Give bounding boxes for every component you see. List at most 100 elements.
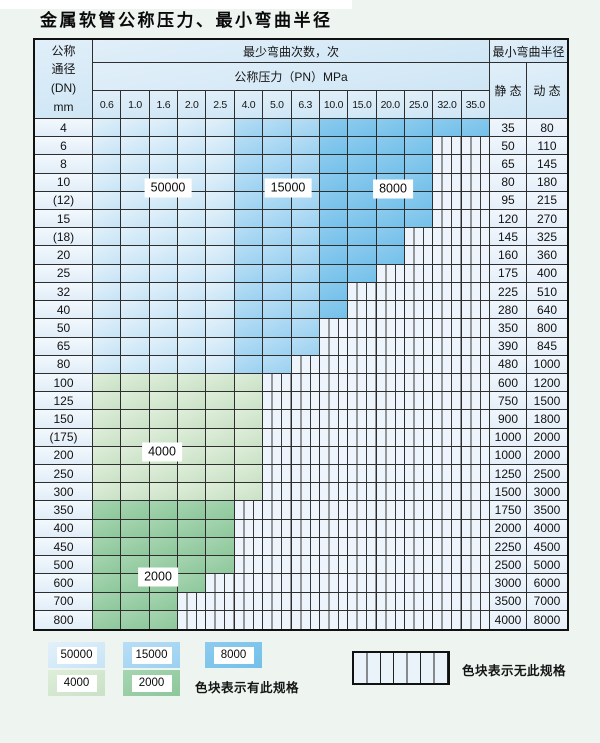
spec-cell-available [178,337,207,356]
spec-cell-available [93,246,122,265]
dn-cell: 65 [35,337,93,356]
spec-cell-available [178,465,207,484]
static-radius-cell: 3000 [490,574,527,593]
spec-cell-empty [433,392,462,411]
spec-cell-empty [291,465,320,484]
spec-cell-available [348,210,377,229]
spec-cell-empty [404,519,434,538]
nominal-pressure-header: 公称压力（PN）MPa [93,63,490,91]
spec-cell-available [234,264,264,283]
spec-cell-available [93,428,122,447]
spec-cell-available [319,191,349,211]
spec-cell-empty [404,282,434,302]
spec-cell-available [121,465,150,484]
spec-cell-available [291,319,320,338]
dynamic-radius-cell: 640 [527,301,567,320]
pressure-tick: 25.0 [404,91,434,119]
spec-cell-empty [433,337,462,356]
legend-swatch-label: 50000 [56,646,97,664]
spec-cell-available [348,264,377,283]
spec-cell-empty [348,574,377,593]
spec-cell-available [206,301,235,320]
spec-cell-available [149,501,179,520]
spec-cell-empty [376,519,405,538]
spec-cell-empty [319,410,349,429]
dynamic-radius-cell: 4000 [527,519,567,538]
spec-cell-available [206,519,235,538]
spec-cell-available [234,355,264,374]
pressure-tick: 0.6 [93,91,122,119]
spec-cell-empty [461,410,490,429]
spec-cell-available [93,210,122,229]
dynamic-radius-cell: 1200 [527,373,567,393]
spec-cell-empty [348,592,377,611]
spec-cell-available [404,119,434,138]
spec-cell-empty [376,264,405,283]
spec-cell-available [149,246,179,265]
spec-cell-empty [291,483,320,502]
spec-cell-empty [291,373,320,393]
dynamic-radius-cell: 8000 [527,610,567,629]
spec-cell-available [93,337,122,356]
spec-cell-empty [348,483,377,502]
spec-cell-empty [461,246,490,265]
spec-cell-empty [348,282,377,302]
spec-cell-available [206,137,235,156]
cycle-count-label: 8000 [373,179,413,199]
spec-cell-available [93,610,122,629]
spec-cell-available [149,319,179,338]
spec-cell-available [234,210,264,229]
spec-cell-available [263,282,292,302]
spec-cell-available [206,337,235,356]
spec-cell-available [93,301,122,320]
spec-cell-empty [461,483,490,502]
spec-cell-available [178,483,207,502]
spec-cell-available [121,355,150,374]
spec-cell-empty [291,392,320,411]
spec-cell-empty [461,228,490,247]
spec-cell-empty [348,355,377,374]
spec-cell-available [93,465,122,484]
legend-swatch-label: 2000 [131,674,172,692]
spec-cell-available [319,137,349,156]
spec-cell-empty [234,592,264,611]
spec-cell-empty [404,228,434,247]
spec-cell-empty [263,465,292,484]
spec-cell-empty [461,556,490,575]
spec-cell-available [121,155,150,174]
spec-cell-available [376,246,405,265]
spec-cell-empty [376,301,405,320]
spec-cell-empty [376,282,405,302]
spec-cell-empty [319,319,349,338]
static-radius-cell: 160 [490,246,527,265]
spec-cell-empty [348,610,377,629]
spec-cell-empty [433,355,462,374]
spec-cell-available [121,610,150,629]
static-radius-cell: 1000 [490,446,527,466]
spec-cell-empty [319,355,349,374]
spec-cell-available [178,246,207,265]
spec-cell-available [121,137,150,156]
spec-cell-available [149,465,179,484]
spec-cell-available [149,392,179,411]
spec-cell-empty [291,556,320,575]
spec-cell-empty [433,264,462,283]
spec-cell-empty [319,537,349,557]
spec-cell-available [291,228,320,247]
spec-cell-empty [433,446,462,466]
spec-cell-empty [404,465,434,484]
spec-cell-available [178,392,207,411]
dynamic-radius-cell: 6000 [527,574,567,593]
dynamic-radius-cell: 360 [527,246,567,265]
spec-cell-empty [291,501,320,520]
dynamic-radius-cell: 400 [527,264,567,283]
spec-cell-empty [376,337,405,356]
spec-cell-available [319,210,349,229]
spec-cell-available [404,210,434,229]
static-radius-cell: 4000 [490,610,527,629]
pressure-tick: 20.0 [376,91,405,119]
legend-swatch-15000: 15000 [123,642,180,668]
spec-cell-available [121,501,150,520]
spec-cell-available [178,556,207,575]
